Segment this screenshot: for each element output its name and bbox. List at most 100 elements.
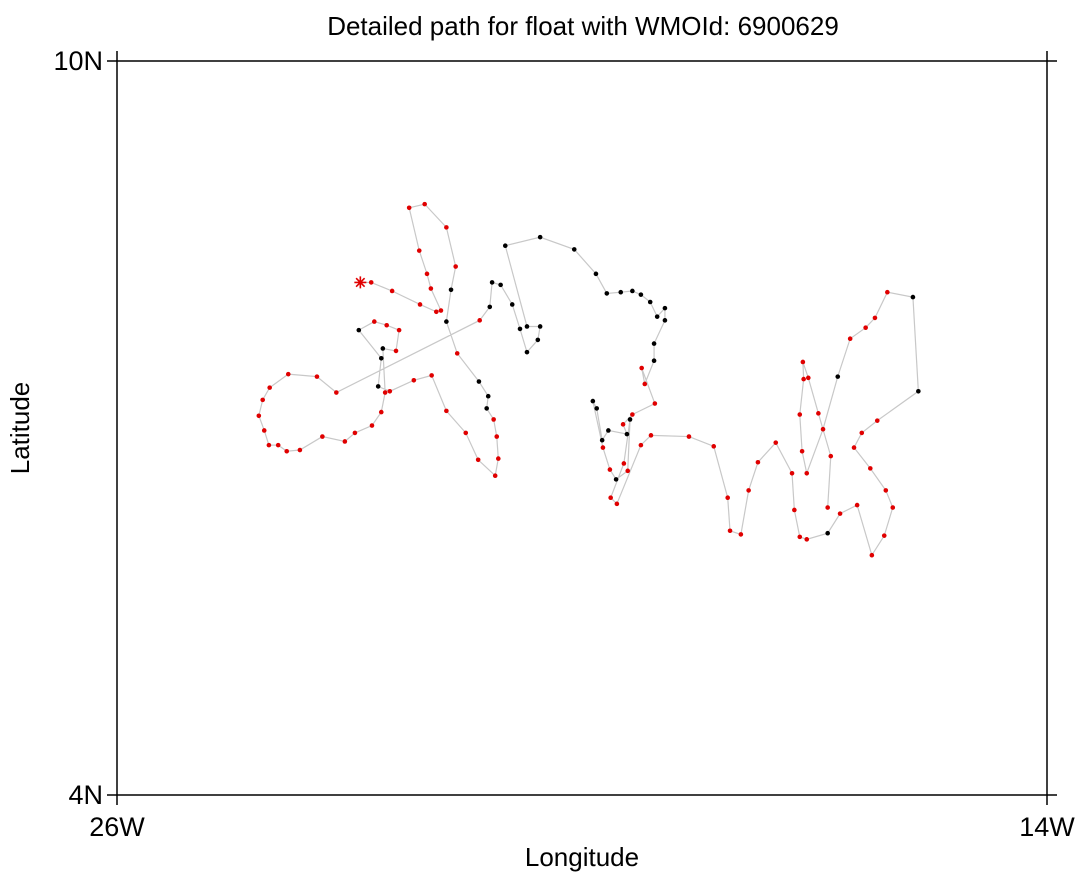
float-position xyxy=(453,264,458,269)
float-position xyxy=(890,505,896,510)
float-position xyxy=(630,412,635,417)
float-position xyxy=(475,457,481,463)
float-position xyxy=(662,318,668,323)
float-position xyxy=(642,381,648,387)
float-position xyxy=(416,248,422,253)
float-position xyxy=(352,430,358,436)
float-position xyxy=(746,488,751,493)
float-position xyxy=(614,501,620,507)
float-position xyxy=(828,453,834,459)
float-position xyxy=(320,434,325,439)
float-position xyxy=(424,271,430,277)
float-position xyxy=(885,289,890,295)
float-position xyxy=(571,247,577,252)
float-position xyxy=(613,477,619,482)
float-position xyxy=(874,418,880,423)
float-position xyxy=(868,466,873,471)
float-position xyxy=(869,552,875,558)
float-position xyxy=(797,412,803,417)
float-position xyxy=(825,530,830,536)
start-marker xyxy=(354,276,367,289)
float-position xyxy=(883,488,889,493)
float-position xyxy=(524,324,530,329)
float-position xyxy=(448,287,454,293)
float-position xyxy=(266,442,272,448)
float-position xyxy=(711,444,717,449)
float-position xyxy=(797,534,803,540)
float-position xyxy=(594,406,600,411)
float-position xyxy=(406,205,412,211)
float-position xyxy=(837,511,843,516)
float-position xyxy=(387,389,393,394)
float-position xyxy=(638,292,644,297)
float-position xyxy=(275,442,281,448)
float-position xyxy=(368,280,374,285)
float-position xyxy=(375,384,381,389)
float-position xyxy=(621,461,627,466)
float-position xyxy=(725,495,730,501)
float-position xyxy=(438,308,444,313)
float-position xyxy=(872,315,878,321)
float-position xyxy=(847,336,853,341)
float-position xyxy=(618,289,624,295)
y-tick-label: 4N xyxy=(68,780,103,810)
float-position xyxy=(487,304,493,310)
float-position xyxy=(422,201,427,207)
float-position xyxy=(378,409,384,415)
float-position xyxy=(477,318,483,323)
float-position xyxy=(608,495,613,501)
float-position xyxy=(444,225,449,230)
float-position xyxy=(369,423,375,428)
float-position xyxy=(485,393,491,399)
float-position xyxy=(773,440,779,445)
float-position xyxy=(535,337,541,343)
float-position xyxy=(804,470,810,476)
float-position xyxy=(654,314,660,319)
float-position xyxy=(429,373,434,378)
float-position xyxy=(727,528,733,534)
float-position xyxy=(342,439,348,444)
float-position xyxy=(593,271,599,277)
float-position xyxy=(285,371,291,377)
float-position xyxy=(428,286,434,291)
float-position xyxy=(820,426,826,432)
float-position xyxy=(509,302,515,307)
y-axis-label: Latitude xyxy=(5,382,35,475)
chart-title: Detailed path for float with WMOId: 6900… xyxy=(327,11,839,41)
float-position xyxy=(881,533,887,538)
float-position xyxy=(910,294,916,300)
float-position xyxy=(627,417,633,422)
float-position xyxy=(489,280,495,285)
float-track xyxy=(258,203,919,557)
float-position xyxy=(260,397,266,403)
float-position xyxy=(686,434,692,439)
float-position xyxy=(389,288,395,294)
float-position xyxy=(604,291,610,296)
float-position xyxy=(647,299,653,305)
float-position xyxy=(492,473,498,479)
float-position xyxy=(916,389,921,394)
float-position xyxy=(851,445,857,450)
float-position xyxy=(800,359,806,365)
float-position xyxy=(476,379,482,384)
float-position xyxy=(267,385,272,390)
x-axis-label: Longitude xyxy=(525,842,639,872)
float-position xyxy=(384,322,390,328)
float-position xyxy=(454,351,460,356)
float-position xyxy=(396,327,402,333)
float-position xyxy=(792,507,797,513)
y-tick-label: 10N xyxy=(53,46,103,76)
float-position xyxy=(648,433,654,438)
float-position xyxy=(662,305,668,311)
float-position xyxy=(799,448,805,454)
float-position xyxy=(537,324,543,329)
x-tick-label: 14W xyxy=(1019,812,1075,842)
float-position xyxy=(494,434,500,439)
float-position xyxy=(652,401,658,406)
float-position xyxy=(434,309,439,315)
float-position xyxy=(378,355,384,361)
float-position xyxy=(859,430,865,436)
float-position xyxy=(620,422,626,427)
float-position xyxy=(393,348,399,354)
